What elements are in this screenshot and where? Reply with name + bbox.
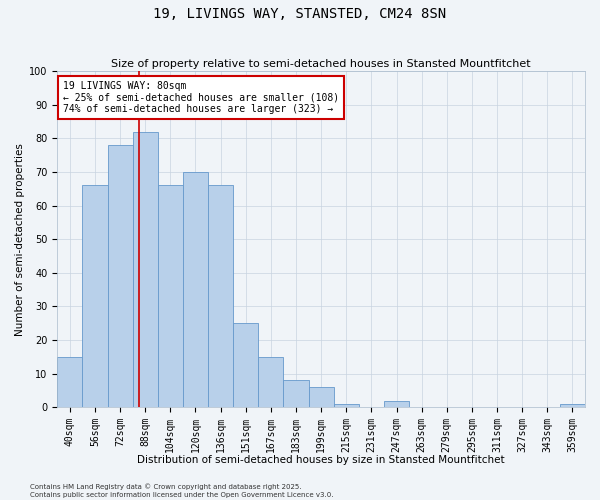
Bar — [208, 186, 233, 407]
Y-axis label: Number of semi-detached properties: Number of semi-detached properties — [15, 143, 25, 336]
Bar — [82, 186, 107, 407]
Bar — [107, 145, 133, 407]
Bar — [183, 172, 208, 407]
Bar — [560, 404, 585, 407]
Bar — [158, 186, 183, 407]
Title: Size of property relative to semi-detached houses in Stansted Mountfitchet: Size of property relative to semi-detach… — [112, 59, 531, 69]
Text: 19 LIVINGS WAY: 80sqm
← 25% of semi-detached houses are smaller (108)
74% of sem: 19 LIVINGS WAY: 80sqm ← 25% of semi-deta… — [62, 81, 338, 114]
Text: Contains HM Land Registry data © Crown copyright and database right 2025.
Contai: Contains HM Land Registry data © Crown c… — [30, 484, 334, 498]
Bar — [233, 323, 259, 407]
Text: 19, LIVINGS WAY, STANSTED, CM24 8SN: 19, LIVINGS WAY, STANSTED, CM24 8SN — [154, 8, 446, 22]
Bar — [283, 380, 308, 407]
Bar — [57, 357, 82, 407]
Bar — [259, 357, 283, 407]
Bar — [384, 400, 409, 407]
Bar — [133, 132, 158, 407]
Bar — [308, 387, 334, 407]
X-axis label: Distribution of semi-detached houses by size in Stansted Mountfitchet: Distribution of semi-detached houses by … — [137, 455, 505, 465]
Bar — [334, 404, 359, 407]
